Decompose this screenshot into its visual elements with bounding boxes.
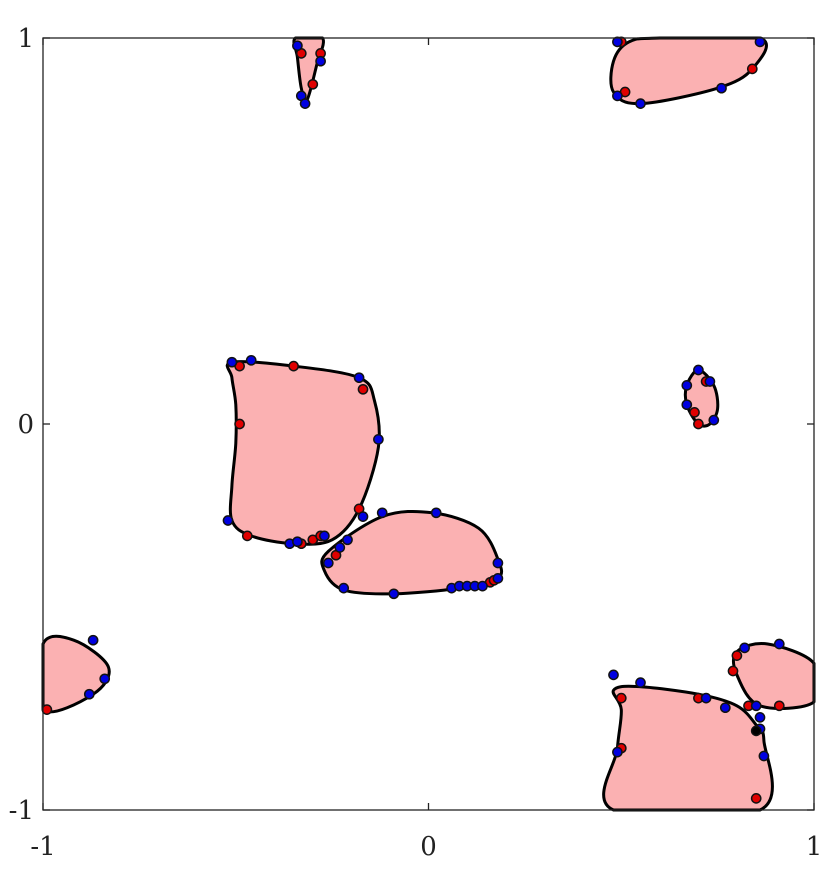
blue-marker-45 [754,712,766,723]
blue-marker-48 [608,669,619,681]
blue-marker-26 [388,588,400,600]
red-marker-27 [750,793,762,804]
x-tick-label-1: 0 [420,832,437,862]
blue-marker-49 [635,677,646,688]
blue-marker-38 [99,673,111,685]
red-marker-19 [693,418,704,430]
blue-marker-22 [492,557,504,569]
red-marker-21 [41,704,53,715]
blue-marker-31 [477,580,488,592]
blue-marker-17 [334,542,346,553]
blue-marker-18 [342,534,353,546]
y-tick-label-0: -1 [9,796,34,826]
blue-marker-12 [373,434,384,445]
blue-marker-5 [612,90,623,102]
blue-marker-47 [758,750,770,762]
red-marker-5 [746,63,758,75]
y-tick-label-2: 1 [17,24,34,54]
blue-marker-43 [719,702,731,714]
blue-marker-39 [83,688,95,700]
y-tick-label-1: 0 [17,410,34,440]
red-marker-22 [731,650,743,661]
blue-marker-32 [681,380,693,391]
blue-marker-4 [612,36,623,48]
red-marker-24 [773,700,785,712]
plot-background [43,38,814,810]
red-marker-18 [689,407,700,418]
blue-marker-24 [322,557,334,569]
blue-marker-7 [716,82,727,94]
blue-marker-33 [693,364,704,376]
marker-layer [41,36,785,804]
blue-marker-19 [357,511,369,522]
black-marker-0 [750,725,762,737]
red-marker-9 [234,418,245,430]
blue-marker-50 [612,746,623,758]
blue-marker-10 [245,354,257,366]
red-marker-7 [288,360,299,372]
blue-marker-3 [299,98,311,109]
blue-marker-8 [754,36,766,48]
blue-marker-9 [226,356,238,368]
blue-marker-0 [292,40,303,52]
blue-marker-44 [750,700,762,712]
red-marker-8 [357,383,369,395]
tick-layer [42,37,815,811]
blue-marker-16 [319,530,330,542]
blue-marker-37 [87,634,99,646]
blue-marker-20 [376,507,388,519]
blue-marker-15 [292,536,303,548]
blue-marker-1 [315,55,326,67]
red-marker-1 [307,78,319,90]
blue-marker-6 [635,98,646,109]
blue-marker-35 [681,399,693,411]
blue-marker-23 [492,573,504,584]
blue-marker-40 [739,642,750,654]
x-tick-label-2: 1 [806,832,823,862]
blue-marker-11 [353,372,365,384]
blue-marker-36 [708,414,720,426]
red-marker-10 [241,530,253,542]
region-bottom-right [602,684,774,812]
blue-marker-41 [773,638,785,650]
x-tick-label-0: -1 [30,832,55,862]
blue-marker-34 [704,376,716,387]
red-marker-23 [727,665,739,677]
blue-marker-42 [700,692,712,704]
blue-marker-21 [430,507,442,519]
blue-marker-25 [338,582,350,594]
red-marker-28 [615,692,627,704]
blue-marker-13 [222,515,234,526]
tick-label-layer: -1 0 1 -1 0 1 [9,24,823,862]
